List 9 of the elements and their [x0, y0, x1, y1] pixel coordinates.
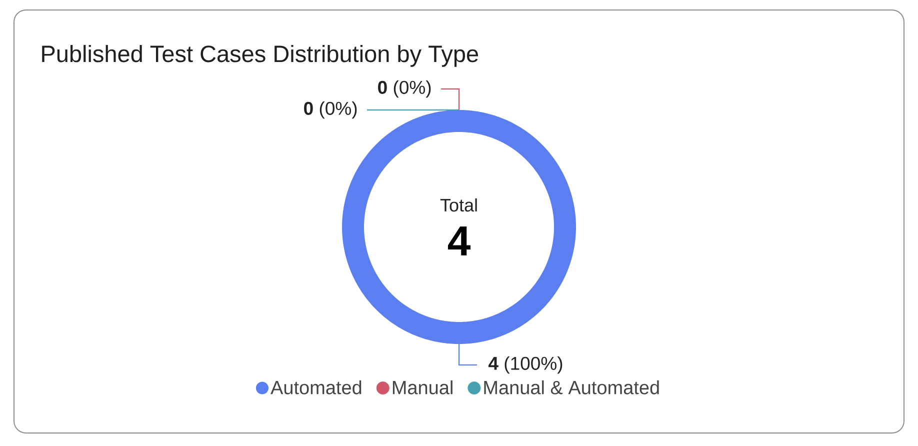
text: 4 [448, 226, 470, 256]
text: 0 (0%) [304, 101, 357, 119]
text: Total [440, 198, 477, 212]
text: 0 (0%) [378, 80, 431, 98]
legend-label: Manual & Automated [484, 380, 659, 394]
data-label: 4 (100%) [488, 356, 562, 374]
chart-title: Published Test Cases Distribution by Type [42, 44, 478, 67]
legend-label: Manual [392, 380, 452, 394]
legend-label: Automated [270, 380, 362, 394]
